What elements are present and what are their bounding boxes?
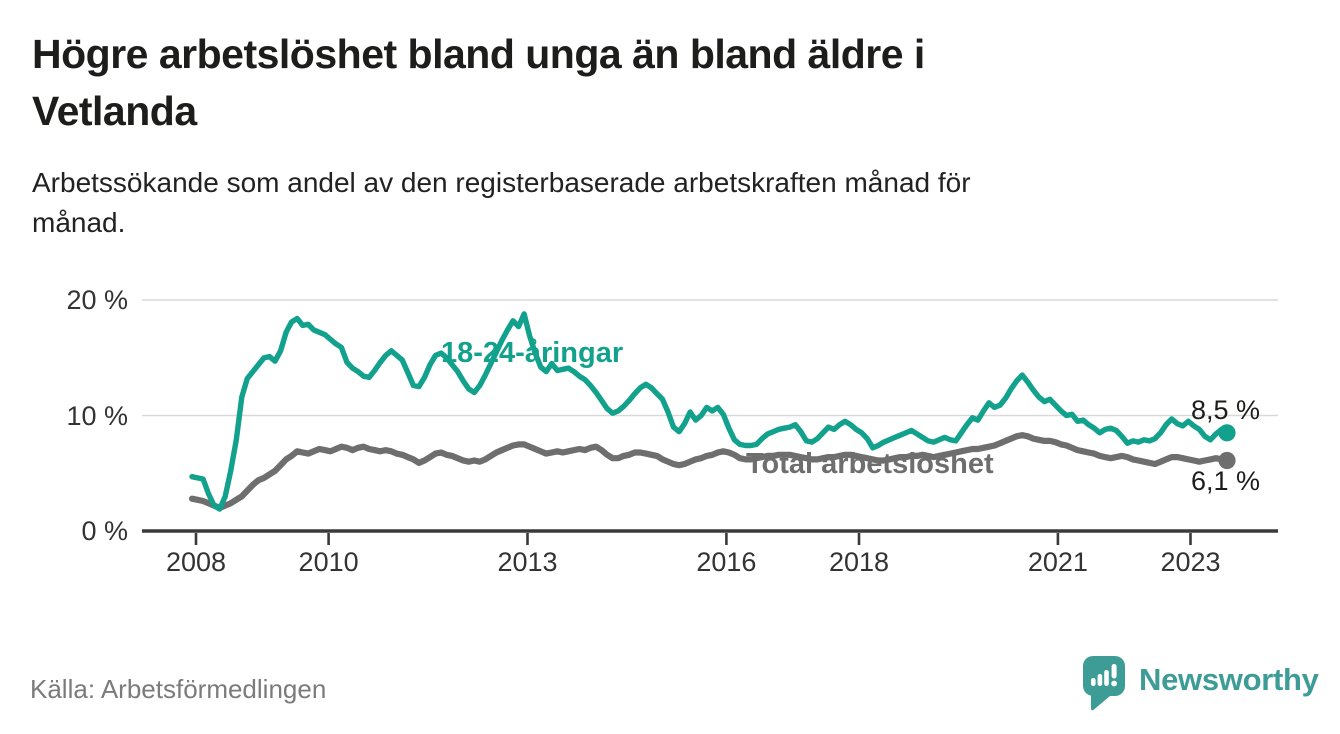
page-title-line1: Högre arbetslöshet bland unga än bland ä… [32, 31, 925, 77]
y-axis-tick-label: 0 % [81, 516, 128, 546]
newsworthy-speech-bubble-chart-icon [1083, 656, 1125, 717]
series-label-young: 18-24-åringar [441, 337, 624, 369]
newsworthy-logo-text: Newsworthy [1139, 662, 1319, 697]
chart-subtitle-line1: Arbetssökande som andel av den registerb… [32, 167, 971, 198]
chart-subtitle-line2: månad. [32, 207, 126, 238]
y-axis-tick-label: 20 % [66, 285, 128, 315]
newsworthy-logo: Newsworthy [1083, 656, 1319, 714]
chart-subtitle: Arbetssökande som andel av den registerb… [32, 163, 1252, 243]
page-title: Högre arbetslöshet bland unga än bland ä… [32, 26, 1182, 140]
x-axis-tick-label: 2018 [828, 547, 890, 577]
source-note: Källa: Arbetsförmedlingen [30, 674, 327, 704]
x-axis-tick-label: 2021 [1027, 547, 1088, 577]
x-axis-tick-label: 2016 [696, 547, 757, 577]
x-axis-tick-label: 2008 [165, 547, 227, 577]
end-value-label-young: 8,5 % [1191, 395, 1261, 425]
page-title-line2: Vetlanda [32, 88, 197, 134]
x-axis-tick-label: 2023 [1160, 547, 1221, 577]
series-label-total: Total arbetslöshet [746, 448, 994, 480]
x-axis-tick-label: 2010 [298, 547, 359, 577]
x-axis-tick-label: 2013 [497, 547, 558, 577]
end-value-label-total: 6,1 % [1191, 466, 1261, 496]
y-axis-tick-label: 10 % [66, 400, 128, 431]
